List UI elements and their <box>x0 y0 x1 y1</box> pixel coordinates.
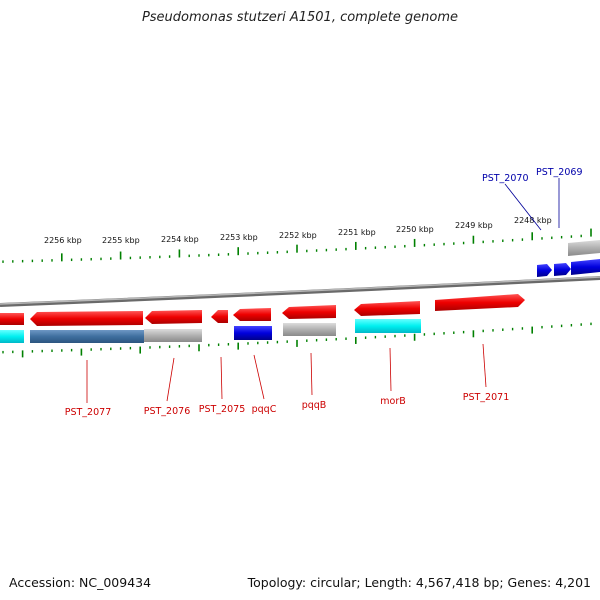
callout-line-pst-2075 <box>220 356 223 400</box>
gene-label-pst-2075: PST_2075 <box>199 404 246 415</box>
misc-feature-pst-2076 <box>144 329 202 342</box>
cds-pst-2077 <box>30 330 144 343</box>
callout-line-pst-2071 <box>482 343 487 388</box>
genome-backbone-highlight <box>0 276 600 305</box>
top-gene-callouts: PST_2070 PST_2069 <box>482 167 583 231</box>
gene-label-pst-2069: PST_2069 <box>536 167 583 178</box>
forward-gene-track <box>0 294 525 326</box>
gene-label-pqqc: pqqC <box>252 404 277 415</box>
genome-backbone <box>0 276 600 307</box>
scale-labels: 2256 kbp 2255 kbp 2254 kbp 2253 kbp 2252… <box>44 216 552 245</box>
scale-tick-label: 2250 kbp <box>396 225 434 234</box>
blue-feature-pqqc <box>234 326 272 340</box>
bottom-gene-callouts: PST_2077 PST_2076 PST_2075 pqqC pqqB mor… <box>65 343 510 418</box>
scale-tick-label: 2251 kbp <box>338 228 376 237</box>
topology-summary: Topology: circular; Length: 4,567,418 bp… <box>247 575 591 590</box>
scale-tick-label: 2253 kbp <box>220 233 258 242</box>
callout-line-pst-2070 <box>504 183 542 231</box>
gene-arrow-pst-2076 <box>145 310 202 324</box>
cds-left-edge <box>0 330 24 343</box>
top-feature-track <box>537 240 600 277</box>
gene-arrow-morb <box>354 301 420 316</box>
gene-label-pst-2076: PST_2076 <box>144 406 191 417</box>
scale-tick-label: 2248 kbp <box>514 216 552 225</box>
grey-feature-top <box>568 240 600 256</box>
gene-label-pst-2071: PST_2071 <box>463 392 510 403</box>
scale-tick-label: 2252 kbp <box>279 231 317 240</box>
cds-morb <box>355 319 421 333</box>
scale-tick-label: 2256 kbp <box>44 236 82 245</box>
misc-feature-pqqb <box>283 323 336 336</box>
gene-label-pst-2077: PST_2077 <box>65 407 112 418</box>
gene-label-pqqb: pqqB <box>302 400 327 411</box>
callout-line-morb <box>389 347 392 392</box>
scale-tick-label: 2254 kbp <box>161 235 199 244</box>
bottom-tick-track <box>2 322 592 358</box>
gene-arrow-blue-edge <box>571 259 600 275</box>
gene-arrow-pst-2070 <box>537 264 552 277</box>
callout-line-pqqb <box>310 352 313 396</box>
gene-arrow-pqqb <box>282 305 336 319</box>
scale-tick-label: 2249 kbp <box>455 221 493 230</box>
accession-label: Accession: NC_009434 <box>9 575 152 590</box>
top-tick-track <box>2 228 592 263</box>
gene-arrow-pst-2075 <box>211 310 228 323</box>
map-title: Pseudomonas stutzeri A1501, complete gen… <box>141 10 459 25</box>
scale-tick-label: 2255 kbp <box>102 236 140 245</box>
gene-label-morb: morB <box>380 396 406 407</box>
gene-arrow-pst-2071 <box>435 294 525 311</box>
gene-arrow-pst-2077 <box>30 311 143 326</box>
callout-line-pst-2076 <box>166 357 175 402</box>
callout-line-pqqc <box>253 354 265 400</box>
gene-label-pst-2070: PST_2070 <box>482 173 529 184</box>
gene-arrow-pqqc <box>233 308 271 321</box>
gene-arrow-left-edge <box>0 313 24 325</box>
cds-track <box>0 319 421 343</box>
gene-arrow-pst-2069 <box>554 263 571 276</box>
